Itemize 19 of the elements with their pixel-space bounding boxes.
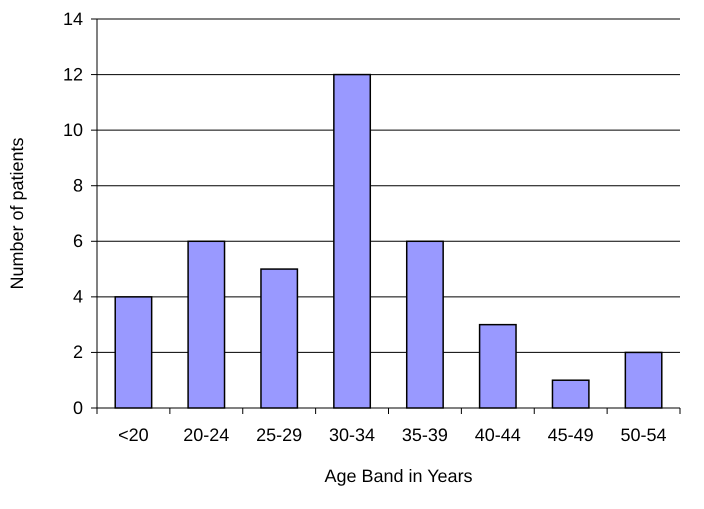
x-tick-label: 35-39 [402, 425, 448, 445]
y-tick-label: 8 [72, 175, 83, 196]
x-tick-label: 25-29 [256, 425, 302, 445]
x-tick-label: 20-24 [183, 425, 230, 445]
y-tick-label: 4 [72, 286, 83, 307]
x-tick-label: 30-34 [329, 425, 376, 445]
y-axis-title: Number of patients [7, 137, 27, 290]
x-axis-title: Age Band in Years [324, 466, 473, 486]
y-tick-label: 2 [72, 342, 83, 362]
y-tick-label: 14 [62, 8, 83, 29]
y-tick-label: 6 [72, 231, 83, 252]
y-tick-label: 10 [62, 120, 83, 140]
x-tick-label: <20 [118, 425, 149, 445]
x-tick-label: 40-44 [474, 425, 521, 445]
y-tick-label: 0 [72, 398, 83, 418]
x-tick-label: 45-49 [548, 425, 594, 445]
y-tick-label: 12 [62, 64, 83, 84]
bar [552, 379, 590, 409]
x-tick-label: 50-54 [620, 425, 667, 445]
